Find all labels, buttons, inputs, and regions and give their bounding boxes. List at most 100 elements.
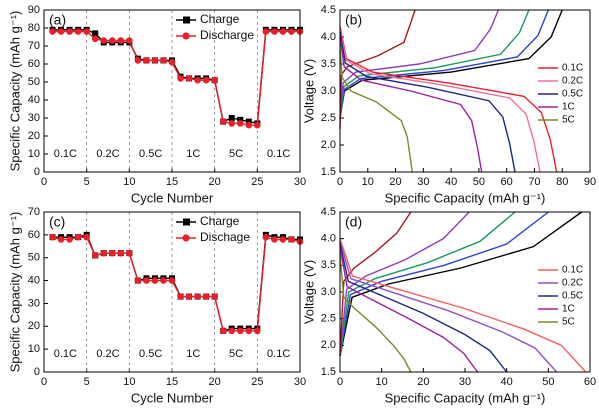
y-tick-label: 10 bbox=[28, 343, 40, 355]
x-tick-label: 70 bbox=[528, 176, 540, 188]
x-tick-label: 30 bbox=[294, 176, 306, 188]
marker bbox=[91, 252, 99, 259]
marker bbox=[66, 236, 73, 243]
legend-marker bbox=[182, 32, 190, 40]
x-tick-label: 40 bbox=[501, 376, 513, 388]
x-tick-label: 20 bbox=[389, 176, 401, 188]
data-line bbox=[339, 238, 587, 373]
x-tick-label: 30 bbox=[459, 376, 471, 388]
data-line bbox=[339, 9, 549, 119]
marker bbox=[211, 76, 218, 84]
marker bbox=[117, 249, 125, 257]
rate-label: 0.5C bbox=[139, 348, 162, 360]
data-line bbox=[339, 36, 483, 173]
marker bbox=[288, 236, 295, 243]
legend-label: 0.2C bbox=[562, 76, 583, 87]
y-tick-label: 0 bbox=[34, 366, 40, 378]
x-tick-label: 0 bbox=[337, 376, 343, 388]
legend-label: 0.5C bbox=[562, 291, 583, 302]
marker bbox=[126, 37, 133, 44]
rate-label: 5C bbox=[229, 348, 243, 360]
y-tick-label: 10 bbox=[28, 148, 40, 160]
y-tick-label: 70 bbox=[28, 206, 40, 218]
marker bbox=[254, 327, 261, 335]
rate-label: 0.2C bbox=[96, 148, 119, 160]
rate-label: 0.1C bbox=[54, 348, 77, 360]
x-tick-label: 20 bbox=[209, 176, 221, 188]
y-tick-label: 4.5 bbox=[321, 4, 336, 16]
y-tick-label: 1.5 bbox=[321, 166, 336, 178]
marker bbox=[100, 249, 108, 257]
rate-label: 0.1C bbox=[267, 148, 290, 160]
marker bbox=[117, 37, 125, 44]
marker bbox=[57, 28, 65, 35]
marker bbox=[228, 120, 236, 127]
marker bbox=[288, 28, 295, 35]
x-tick-label: 30 bbox=[294, 376, 306, 388]
x-tick-label: 10 bbox=[362, 176, 374, 188]
marker bbox=[202, 293, 210, 300]
marker bbox=[245, 121, 253, 129]
y-axis-label: Specific Capacity (mAh g⁻¹) bbox=[7, 11, 22, 172]
marker bbox=[134, 57, 142, 64]
y-tick-label: 30 bbox=[28, 297, 40, 309]
marker bbox=[49, 233, 56, 241]
marker bbox=[202, 76, 210, 84]
legend-label: 1C bbox=[562, 102, 575, 113]
data-line bbox=[52, 236, 301, 332]
marker bbox=[151, 57, 159, 64]
y-tick-label: 2.5 bbox=[321, 112, 336, 124]
y-tick-label: 2.0 bbox=[321, 339, 336, 351]
marker bbox=[83, 28, 90, 35]
data-line bbox=[339, 211, 549, 357]
data-line bbox=[339, 9, 499, 119]
x-tick-label: 0 bbox=[337, 176, 343, 188]
marker bbox=[177, 293, 184, 300]
marker bbox=[245, 118, 252, 125]
legend-marker bbox=[182, 234, 190, 242]
x-tick-label: 10 bbox=[123, 176, 135, 188]
y-tick-label: 4.0 bbox=[321, 233, 336, 245]
rate-label: 1C bbox=[186, 148, 200, 160]
legend-label: Charge bbox=[200, 12, 240, 26]
y-axis-label: Specific Capacity (mAh g⁻¹) bbox=[7, 212, 22, 373]
data-line bbox=[339, 9, 530, 119]
marker bbox=[57, 236, 65, 243]
y-tick-label: 30 bbox=[28, 112, 40, 124]
marker bbox=[211, 293, 218, 300]
y-tick-label: 50 bbox=[28, 252, 40, 264]
marker bbox=[151, 277, 159, 284]
legend-label: 0.2C bbox=[562, 278, 583, 289]
y-tick-label: 4.5 bbox=[321, 206, 336, 218]
data-line bbox=[339, 246, 479, 373]
marker bbox=[108, 37, 116, 44]
data-line bbox=[52, 233, 300, 332]
data-line bbox=[339, 31, 516, 173]
data-line bbox=[339, 243, 508, 373]
marker bbox=[228, 327, 236, 335]
data-line bbox=[339, 241, 558, 373]
data-line bbox=[339, 211, 516, 357]
y-tick-label: 60 bbox=[28, 58, 40, 70]
marker bbox=[177, 75, 184, 82]
data-line bbox=[339, 26, 558, 173]
marker bbox=[185, 75, 193, 82]
x-tick-label: 50 bbox=[542, 376, 554, 388]
marker bbox=[66, 28, 73, 35]
y-tick-label: 2.5 bbox=[321, 313, 336, 325]
rate-label: 0.5C bbox=[139, 148, 162, 160]
rate-label: 1C bbox=[186, 348, 200, 360]
x-tick-label: 50 bbox=[473, 176, 485, 188]
panel-label: (d) bbox=[345, 214, 362, 230]
x-tick-label: 90 bbox=[584, 176, 596, 188]
legend-label: 0.1C bbox=[562, 63, 583, 74]
y-tick-label: 60 bbox=[28, 229, 40, 241]
y-tick-label: 4.0 bbox=[321, 31, 336, 43]
marker bbox=[91, 35, 99, 43]
data-line bbox=[52, 29, 300, 125]
legend-marker bbox=[183, 16, 190, 24]
x-tick-label: 10 bbox=[123, 376, 135, 388]
y-tick-label: 20 bbox=[28, 320, 40, 332]
y-tick-label: 1.5 bbox=[321, 366, 336, 378]
